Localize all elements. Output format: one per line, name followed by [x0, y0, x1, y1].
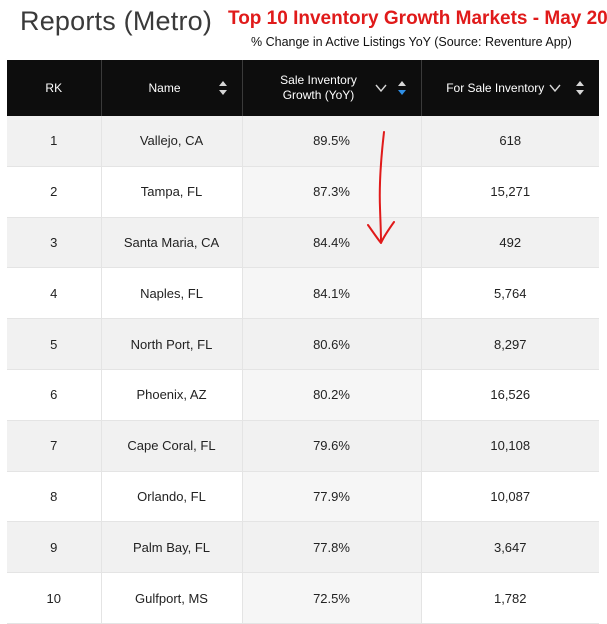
growth-cell: 72.5%	[242, 572, 422, 624]
name-cell[interactable]: North Port, FL	[101, 318, 243, 370]
inventory-cell: 15,271	[421, 166, 599, 218]
inventory-cell: 8,297	[421, 318, 599, 370]
name-cell[interactable]: Palm Bay, FL	[101, 521, 243, 574]
rank-header-label: RK	[45, 80, 63, 95]
growth-cell: 87.3%	[242, 166, 422, 218]
inventory-cell: 5,764	[421, 267, 599, 320]
name-cell[interactable]: Gulfport, MS	[101, 572, 243, 624]
inventory-cell: 618	[421, 116, 599, 167]
rank-cell: 8	[7, 471, 102, 523]
headline: Top 10 Inventory Growth Markets - May 20…	[228, 8, 607, 29]
table-row[interactable]: 2 Tampa, FL 87.3% 15,271	[7, 166, 599, 218]
name-cell[interactable]: Santa Maria, CA	[101, 217, 243, 269]
rank-cell: 4	[7, 267, 102, 320]
inventory-cell: 3,647	[421, 521, 599, 574]
growth-cell: 84.1%	[242, 267, 422, 320]
table-row[interactable]: 10 Gulfport, MS 72.5% 1,782	[7, 572, 599, 624]
sort-up-down-icon[interactable]	[218, 80, 228, 96]
table-row[interactable]: 1 Vallejo, CA 89.5% 618	[7, 116, 599, 167]
table-row[interactable]: 9 Palm Bay, FL 77.8% 3,647	[7, 521, 599, 574]
table-row[interactable]: 5 North Port, FL 80.6% 8,297	[7, 318, 599, 370]
rank-cell: 3	[7, 217, 102, 269]
sort-descending-icon[interactable]	[397, 80, 407, 96]
chevron-down-icon[interactable]	[374, 84, 387, 92]
rank-cell: 2	[7, 166, 102, 218]
rank-cell: 5	[7, 318, 102, 370]
name-cell[interactable]: Tampa, FL	[101, 166, 243, 218]
chevron-down-icon[interactable]	[549, 84, 561, 92]
table-row[interactable]: 4 Naples, FL 84.1% 5,764	[7, 267, 599, 320]
growth-cell: 80.6%	[242, 318, 422, 370]
page-title: Reports (Metro)	[20, 6, 213, 36]
growth-cell: 77.9%	[242, 471, 422, 523]
name-header-label: Name	[148, 80, 181, 95]
subheadline: % Change in Active Listings YoY (Source:…	[251, 35, 572, 49]
column-header-name[interactable]: Name	[101, 60, 243, 116]
growth-cell: 84.4%	[242, 217, 422, 269]
growth-cell: 89.5%	[242, 116, 422, 167]
sort-up-down-icon[interactable]	[575, 80, 585, 96]
column-header-inventory[interactable]: For Sale Inventory	[421, 60, 599, 116]
growth-cell: 80.2%	[242, 369, 422, 421]
table-header-row: RK Name Sale Inventory Growth (YoY)	[7, 60, 599, 116]
name-cell[interactable]: Phoenix, AZ	[101, 369, 243, 421]
column-header-rank[interactable]: RK	[7, 60, 102, 116]
rank-cell: 9	[7, 521, 102, 574]
inventory-cell: 10,087	[421, 471, 599, 523]
inventory-cell: 16,526	[421, 369, 599, 421]
reports-table: RK Name Sale Inventory Growth (YoY)	[7, 60, 599, 624]
name-cell[interactable]: Vallejo, CA	[101, 116, 243, 167]
table-row[interactable]: 6 Phoenix, AZ 80.2% 16,526	[7, 369, 599, 421]
inventory-cell: 10,108	[421, 420, 599, 472]
rank-cell: 6	[7, 369, 102, 421]
rank-cell: 7	[7, 420, 102, 472]
inventory-header-label: For Sale Inventory	[446, 80, 545, 95]
inventory-cell: 492	[421, 217, 599, 269]
name-cell[interactable]: Orlando, FL	[101, 471, 243, 523]
table-row[interactable]: 7 Cape Coral, FL 79.6% 10,108	[7, 420, 599, 472]
growth-header-label: Sale Inventory Growth (YoY)	[280, 73, 357, 102]
inventory-cell: 1,782	[421, 572, 599, 624]
rank-cell: 10	[7, 572, 102, 624]
growth-cell: 79.6%	[242, 420, 422, 472]
table-row[interactable]: 3 Santa Maria, CA 84.4% 492	[7, 217, 599, 269]
name-cell[interactable]: Naples, FL	[101, 267, 243, 320]
table-row[interactable]: 8 Orlando, FL 77.9% 10,087	[7, 471, 599, 523]
growth-cell: 77.8%	[242, 521, 422, 574]
rank-cell: 1	[7, 116, 102, 167]
column-header-growth[interactable]: Sale Inventory Growth (YoY)	[242, 60, 422, 116]
name-cell[interactable]: Cape Coral, FL	[101, 420, 243, 472]
